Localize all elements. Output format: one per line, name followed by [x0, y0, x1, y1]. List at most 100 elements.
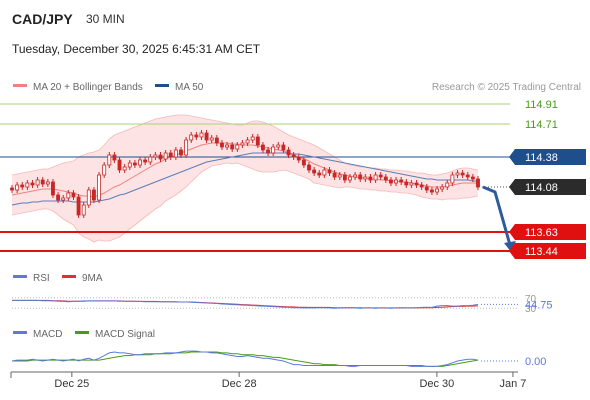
candle-body [348, 176, 352, 181]
candle-body [189, 134, 194, 141]
candle-body [276, 144, 281, 148]
candle-body [214, 137, 219, 144]
candle-body [35, 179, 40, 186]
candle-body [404, 181, 409, 186]
candle-body [20, 184, 25, 188]
candle-body [296, 156, 301, 161]
ma20-legend-swatch [13, 84, 27, 87]
candle-body [389, 179, 393, 184]
candle-body [91, 189, 96, 201]
price-tag-pointer [509, 243, 515, 259]
candle-body [353, 174, 358, 178]
candle-body [470, 176, 475, 180]
candle-body [97, 174, 101, 201]
candle-body [40, 179, 45, 185]
candle-body [327, 169, 332, 174]
price-tag-label: 114.08 [525, 182, 558, 194]
candle-body [440, 186, 445, 190]
macd-line [11, 350, 479, 367]
candle-body [15, 184, 20, 191]
candle-body [281, 144, 286, 151]
candle-body [194, 134, 199, 138]
candle-body [30, 182, 35, 186]
projection-arrow-head [504, 241, 516, 252]
candle-body [332, 172, 337, 178]
candle-body [76, 196, 81, 216]
time-axis-label: Dec 30 [419, 378, 454, 390]
candle-body [363, 176, 368, 180]
candle-body [307, 164, 311, 171]
bollinger-lower-line [11, 162, 479, 243]
macd-legend-label: MACD [33, 329, 62, 340]
candle-body [179, 149, 183, 156]
candle-body [127, 162, 132, 168]
rsi-last-value: 44.75 [525, 299, 553, 311]
candle-body [51, 181, 55, 196]
candle-body [81, 204, 86, 216]
rsi-level-label: 30 [525, 304, 537, 315]
candle-body [429, 189, 434, 193]
candle-body [163, 152, 168, 160]
candle-body [117, 159, 122, 171]
resistance-label: 114.71 [525, 119, 558, 131]
candle-body [204, 132, 209, 141]
candle-body [312, 169, 317, 174]
candle-body [112, 154, 117, 161]
candle-body [184, 139, 189, 156]
candle-body [168, 152, 173, 158]
symbol-title: CAD/JPY [12, 11, 73, 27]
price-tag-label: 113.44 [525, 246, 558, 258]
rsi-ma-legend-swatch [62, 275, 76, 278]
candles-layer [10, 130, 480, 218]
price-tag-label: 114.38 [525, 152, 558, 164]
price-tag-pointer [509, 224, 515, 240]
candle-body [235, 144, 240, 150]
time-axis-label: Dec 28 [222, 378, 257, 390]
candle-body [132, 162, 137, 166]
price-tag-last [515, 179, 586, 195]
level-labels-layer: 114.91 114.71 114.38 114.08 113.63 113.44 [509, 99, 586, 259]
bollinger-band-layer [11, 114, 479, 243]
time-axis-label: Dec 25 [54, 378, 89, 390]
candle-body [138, 159, 142, 166]
candle-body [107, 154, 112, 166]
ma50-legend-label: MA 50 [175, 82, 204, 93]
candle-body [378, 174, 383, 178]
candle-body [399, 179, 404, 183]
candle-body [66, 192, 71, 199]
candle-body [143, 159, 148, 163]
rsi-legend-swatch [13, 275, 27, 278]
projection-layer [482, 185, 516, 252]
candle-body [266, 149, 270, 154]
time-axis-label: Jan 7 [499, 378, 526, 390]
candle-body [260, 144, 265, 151]
candle-body [414, 182, 419, 186]
candle-body [230, 144, 235, 150]
price-tag-pointer [509, 179, 515, 195]
candle-body [25, 182, 30, 188]
candle-body [373, 174, 378, 181]
candle-body [271, 146, 276, 154]
candle-body [368, 176, 373, 181]
resistance-label: 114.91 [525, 99, 558, 111]
candle-body [61, 197, 66, 201]
projection-arrow-line [482, 185, 512, 246]
price-tag-label: 113.63 [525, 227, 558, 239]
candle-body [245, 139, 250, 144]
candle-body [322, 169, 327, 176]
timeframe-label: 30 MIN [86, 12, 125, 26]
macd-zero-label: 0.00 [525, 356, 546, 368]
candle-body [409, 182, 414, 186]
credit-label: Research © 2025 Trading Central [432, 82, 581, 93]
candle-body [394, 179, 399, 184]
candle-body [225, 144, 230, 148]
macd-signal-legend-swatch [75, 331, 89, 334]
rsi-level-label: 70 [525, 294, 537, 305]
candle-body [102, 164, 107, 176]
candle-body [342, 174, 347, 181]
price-tag-support [515, 224, 586, 240]
rsi-line [12, 299, 479, 309]
candle-body [301, 159, 306, 166]
